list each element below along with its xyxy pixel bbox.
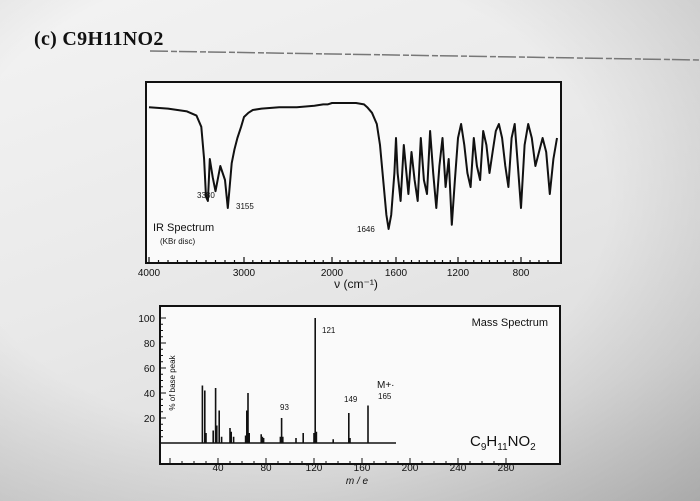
ms-title: Mass Spectrum [472,317,548,329]
ms-frame [159,305,561,465]
ir-frame [145,81,562,264]
ms-y-tick-labels: 100 80 60 40 20 [138,314,155,425]
ms-molecular-formula: C9H11NO2 [470,433,536,453]
ir-tick-label: 800 [513,268,530,279]
ir-x-tick-labels: 4000 3000 2000 1600 1200 800 [138,268,530,279]
ms-molecular-ion-label: M+· [377,380,395,391]
ms-x-tick-label: 120 [306,463,323,474]
ir-annotation-1646: 1646 [357,225,375,234]
ir-annotation-3155: 3155 [236,202,254,211]
ir-title: IR Spectrum [153,222,214,234]
ms-x-tick-label: 40 [212,463,224,474]
ms-y-axis-label: % of base peak [168,354,177,410]
ms-x-tick-labels: 40 80 120 160 200 240 280 [212,463,514,474]
ms-x-tick-label: 240 [450,463,467,474]
ir-subtitle: (KBr disc) [160,237,195,246]
problem-heading: (c) C9H11NO2 [34,28,164,50]
ir-tick-label: 2000 [321,268,344,279]
ms-y-tick-label: 80 [144,339,156,350]
ir-annotation-3380: 3380 [197,191,215,200]
ms-peak-label-121: 121 [322,326,336,335]
ms-peak-label-149: 149 [344,395,358,404]
ir-tick-label: 1200 [447,268,470,279]
ms-x-axis-label: m / e [346,476,369,487]
ms-y-tick-label: 40 [144,389,156,400]
ms-y-tick-label: 100 [138,314,155,325]
ms-y-tick-label: 20 [144,414,156,425]
ms-x-tick-label: 200 [402,463,419,474]
ms-y-tick-label: 60 [144,364,156,375]
ms-peak-label-93: 93 [280,403,289,412]
ms-x-tick-label: 160 [354,463,371,474]
ir-tick-label: 4000 [138,268,161,279]
ms-peak-label-165: 165 [378,392,392,401]
ir-tick-label: 1600 [385,268,408,279]
page-rule [149,50,700,61]
ir-x-axis-label: ν (cm⁻¹) [334,277,378,291]
ms-bars [201,318,369,443]
ir-spectrum-line [148,102,558,230]
ir-axis-ticks [148,257,549,263]
ms-x-tick-label: 280 [498,463,515,474]
ms-axes [159,317,507,464]
ms-x-tick-label: 80 [260,463,272,474]
ir-tick-label: 3000 [233,268,256,279]
